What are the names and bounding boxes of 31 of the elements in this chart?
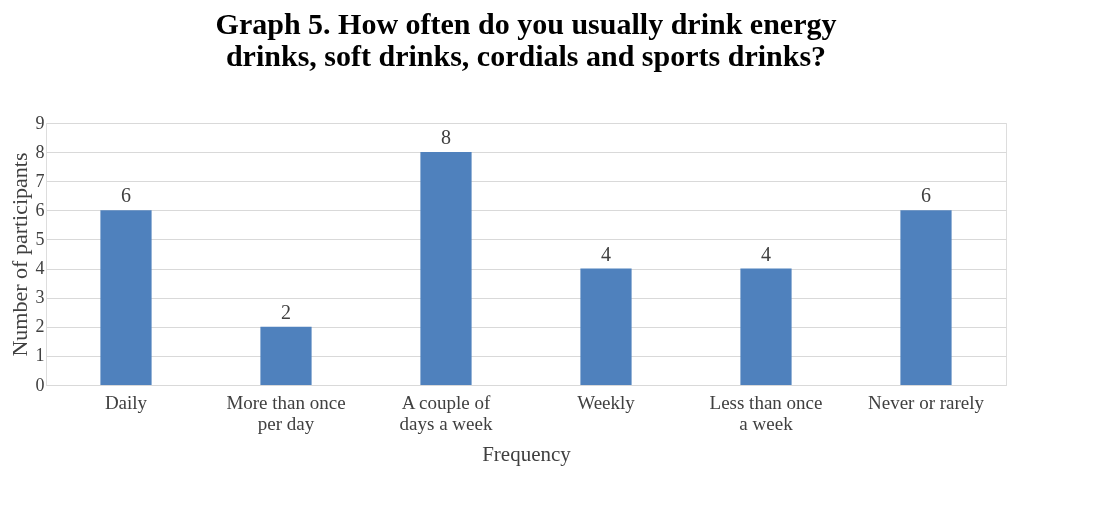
x-tick-label: Never or rarely xyxy=(867,391,985,413)
bar xyxy=(100,210,152,385)
data-label: 6 xyxy=(921,184,931,207)
bar xyxy=(900,210,952,385)
x-tick-label: Weekly xyxy=(577,391,636,413)
bar xyxy=(260,326,312,385)
y-tick-label: 1 xyxy=(35,345,45,366)
data-label: 8 xyxy=(441,126,451,149)
y-tick-label: 8 xyxy=(35,141,45,162)
x-tick-label: A couple of days a week xyxy=(399,391,493,434)
bar xyxy=(580,268,632,385)
y-axis-title: Number of participants xyxy=(6,152,32,357)
data-label: 6 xyxy=(121,184,131,207)
data-label: 4 xyxy=(761,242,771,265)
x-tick-label: Daily xyxy=(104,391,148,413)
data-label: 4 xyxy=(601,242,611,265)
chart-title: Graph 5. How often do you usually drink energy drinks, soft drinks, cordials and sports drinks? xyxy=(215,7,837,72)
y-tick-label: 6 xyxy=(35,199,45,220)
data-label: 2 xyxy=(281,300,291,323)
y-tick-label: 4 xyxy=(35,258,45,279)
y-tick-label: 5 xyxy=(35,228,45,249)
y-tick-label: 7 xyxy=(35,170,45,191)
y-tick-label: 3 xyxy=(35,287,45,308)
y-tick-label: 2 xyxy=(35,316,45,337)
bar xyxy=(420,152,472,385)
x-tick-label: More than once per day xyxy=(226,391,346,434)
bar xyxy=(740,268,792,385)
y-tick-label: 0 xyxy=(35,374,45,395)
y-tick-label: 9 xyxy=(35,112,45,133)
x-axis-title: Frequency xyxy=(482,441,572,466)
x-tick-label: Less than once a week xyxy=(709,391,823,434)
